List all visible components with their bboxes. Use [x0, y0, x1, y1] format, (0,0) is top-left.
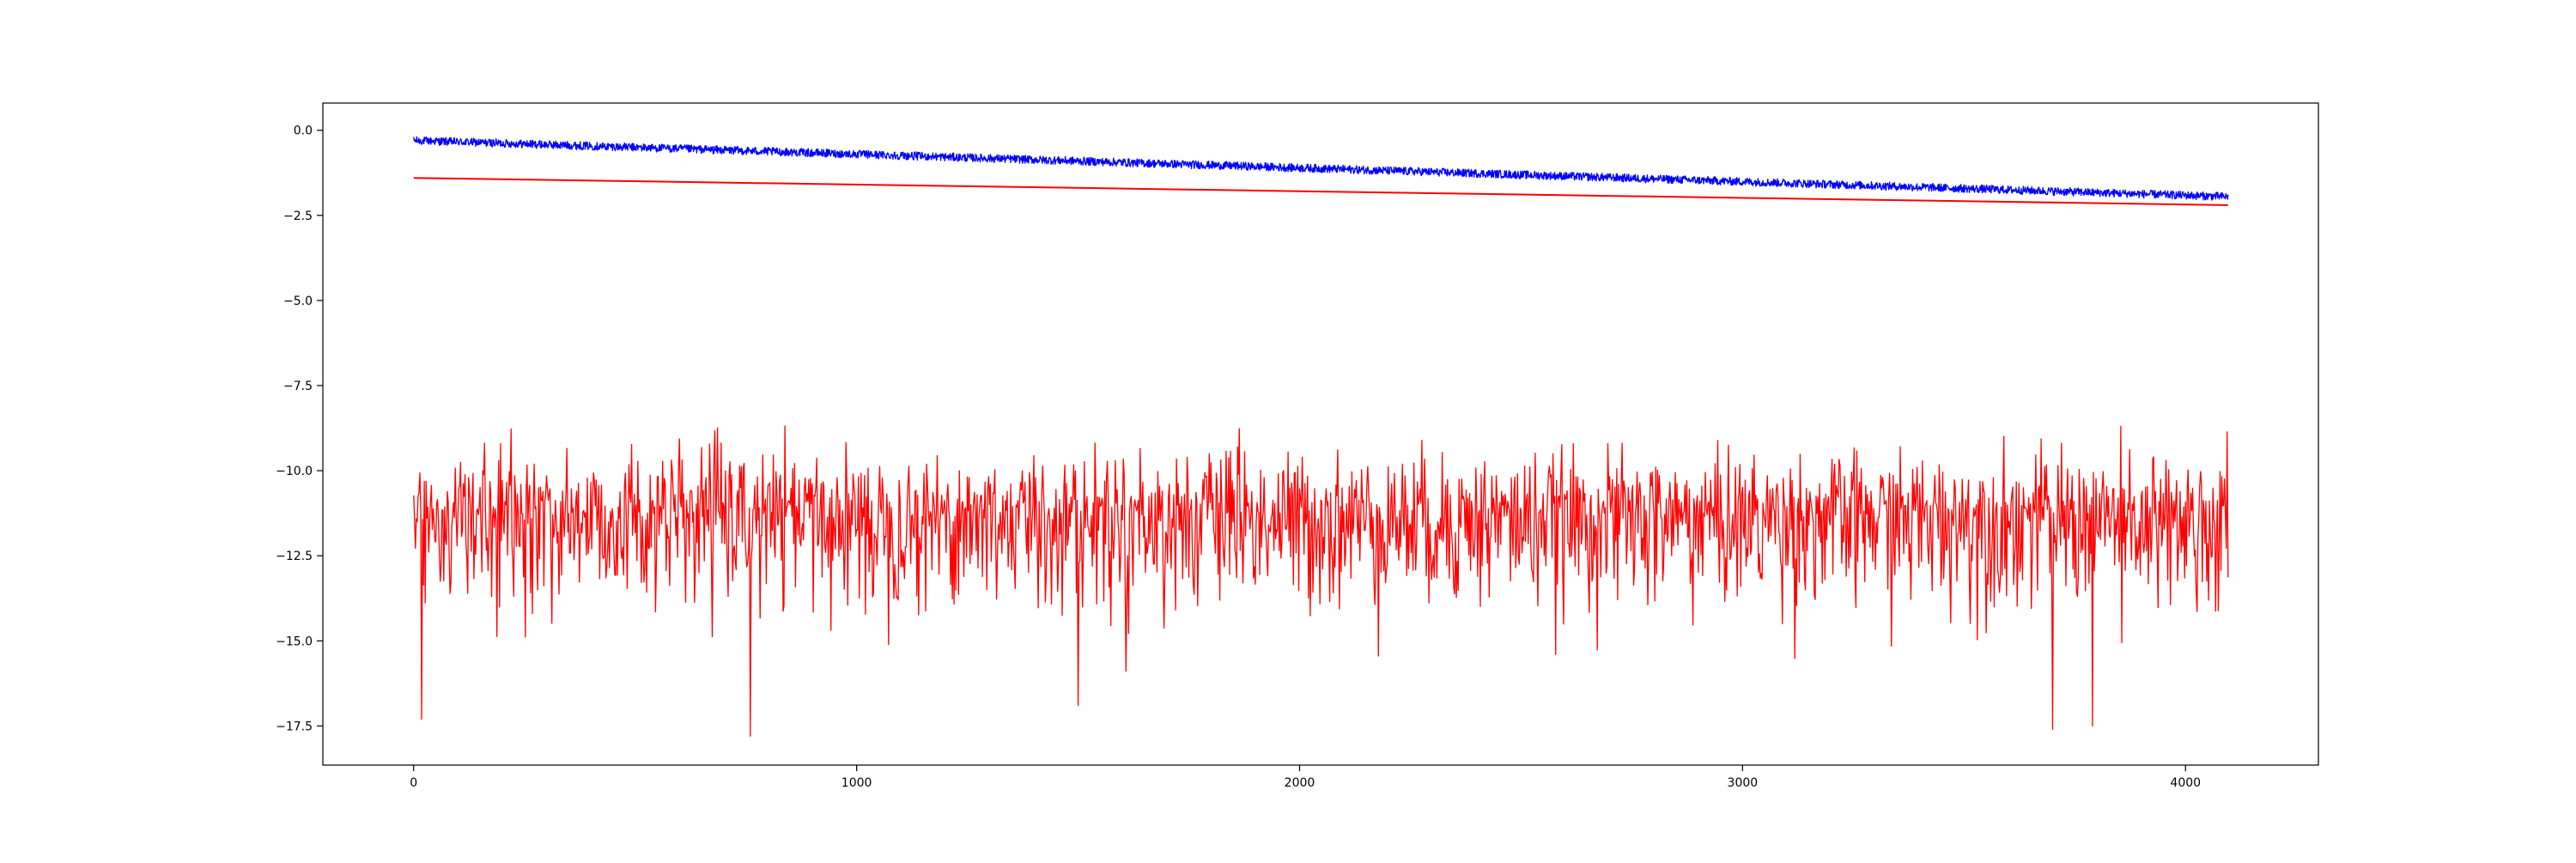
y-tick-label: −15.0: [276, 635, 313, 648]
x-tick-label: 4000: [2170, 776, 2201, 790]
y-tick-label: −2.5: [283, 210, 313, 223]
series-layer: [413, 136, 2229, 737]
y-axis: 0.0 −2.5 −5.0 −7.5 −10.0 −12.5 −15.0 −17.5: [276, 125, 323, 733]
x-tick-label: 1000: [841, 776, 872, 790]
y-tick-label: −12.5: [276, 550, 313, 563]
y-tick-label: −10.0: [276, 465, 313, 478]
y-tick-label: −17.5: [276, 720, 313, 733]
x-tick-label: 2000: [1285, 776, 1315, 790]
y-tick-label: −5.0: [283, 295, 313, 308]
plot-area-frame: [322, 102, 2319, 766]
x-tick-label: 0: [410, 776, 417, 790]
x-axis: 0 1000 2000 3000 4000: [410, 765, 2201, 790]
red-noise-series-line: [413, 425, 2229, 737]
y-tick-label: −7.5: [283, 380, 313, 393]
blue-series-line: [413, 136, 2229, 201]
y-tick-label: 0.0: [294, 125, 313, 138]
x-tick-label: 3000: [1728, 776, 1759, 790]
red-trend-line: [413, 177, 2228, 206]
